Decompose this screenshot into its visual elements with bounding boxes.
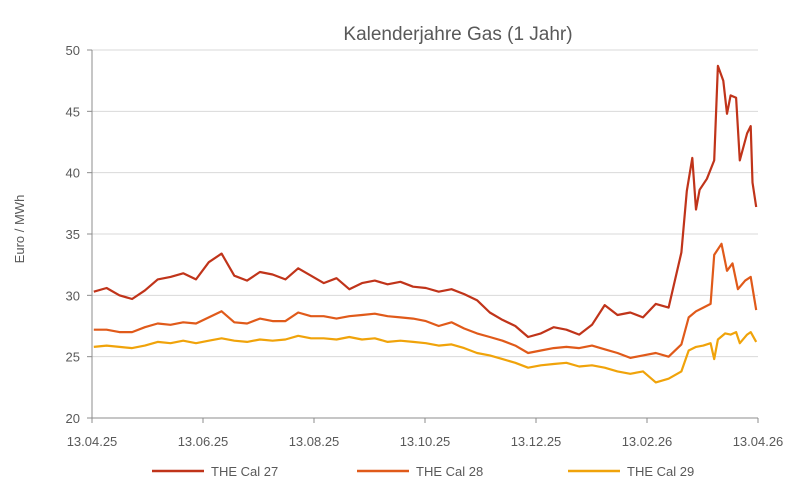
- x-tick-label: 13.10.25: [400, 434, 451, 449]
- y-tick-labels: 20 25 30 35 40 45 50: [66, 43, 80, 426]
- x-tick-label: 13.06.25: [178, 434, 229, 449]
- y-tick-label: 30: [66, 288, 80, 303]
- legend-item-1: THE Cal 27: [152, 464, 278, 479]
- y-tick-label: 20: [66, 411, 80, 426]
- gridlines: [92, 49, 758, 358]
- x-tick-label: 13.02.26: [622, 434, 673, 449]
- y-tick-label: 45: [66, 104, 80, 119]
- legend-item-3: THE Cal 29: [568, 464, 694, 479]
- series-line-1: [93, 64, 758, 339]
- y-tick-label: 50: [66, 43, 80, 58]
- legend-label: THE Cal 27: [211, 464, 278, 479]
- legend-label: THE Cal 29: [627, 464, 694, 479]
- y-tick-label: 35: [66, 227, 80, 242]
- x-tick-labels: 13.04.25 13.06.25 13.08.25 13.10.25 13.12.25…: [67, 434, 784, 449]
- x-tick-label: 13.12.25: [511, 434, 562, 449]
- legend: THE Cal 27 THE Cal 28 THE Cal 29: [152, 464, 694, 479]
- x-tick-label: 13.04.25: [67, 434, 118, 449]
- legend-item-2: THE Cal 28: [357, 464, 483, 479]
- legend-label: THE Cal 28: [416, 464, 483, 479]
- axes: [87, 49, 759, 423]
- series-lines: [93, 64, 758, 384]
- x-tick-label: 13.04.26: [733, 434, 784, 449]
- series-line-2: [93, 242, 758, 359]
- y-tick-label: 40: [66, 166, 80, 181]
- series-line-3: [93, 331, 758, 384]
- y-axis-label: Euro / MWh: [12, 195, 27, 264]
- y-tick-label: 25: [66, 350, 80, 365]
- chart-title: Kalenderjahre Gas (1 Jahr): [343, 24, 572, 45]
- x-tick-label: 13.08.25: [289, 434, 340, 449]
